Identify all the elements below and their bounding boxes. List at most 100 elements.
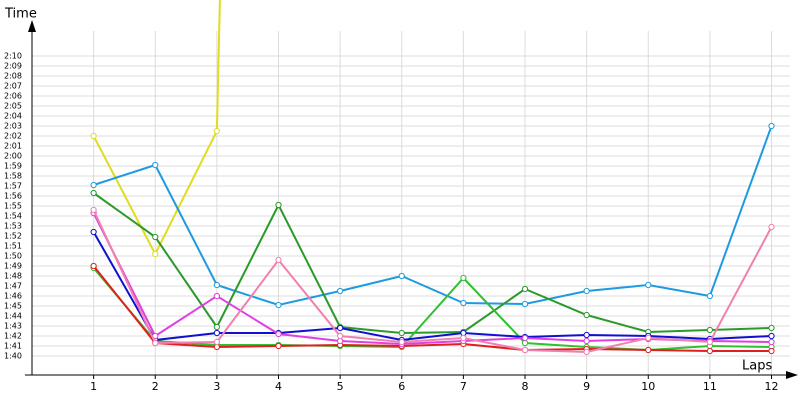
series-line <box>92 265 772 352</box>
point-marker <box>213 343 220 351</box>
y-tick-label: 2:05 <box>4 102 22 111</box>
point-marker <box>337 287 344 295</box>
y-tick-label: 1:43 <box>4 322 22 331</box>
x-tick-label: 5 <box>337 380 344 393</box>
point-marker <box>275 201 282 209</box>
point-marker <box>90 206 97 214</box>
y-tick-label: 1:41 <box>4 342 22 351</box>
point-marker <box>768 122 775 130</box>
point-marker <box>337 332 344 340</box>
point-marker <box>213 323 220 331</box>
y-tick-label: 1:58 <box>4 172 22 181</box>
point-marker <box>706 326 713 334</box>
y-tick-label: 1:59 <box>4 162 22 171</box>
series-line <box>92 209 773 354</box>
y-axis-label: Time <box>4 7 37 22</box>
y-tick-label: 2:10 <box>4 52 22 61</box>
point-marker <box>90 181 97 189</box>
point-marker <box>460 299 467 307</box>
point-marker <box>460 334 467 342</box>
point-marker <box>337 337 344 345</box>
point-marker <box>706 338 713 346</box>
point-marker <box>152 250 159 258</box>
y-tick-label: 2:08 <box>4 72 22 81</box>
y-tick-label: 2:00 <box>4 152 22 161</box>
x-tick-label: 4 <box>275 380 282 393</box>
point-marker <box>460 274 467 282</box>
y-tick-label: 1:40 <box>4 352 22 361</box>
point-marker <box>90 228 97 236</box>
point-marker <box>213 329 220 337</box>
point-marker <box>152 339 159 347</box>
point-marker <box>645 346 652 354</box>
point-marker <box>398 338 405 346</box>
y-tick-label: 2:04 <box>4 112 22 121</box>
point-marker <box>521 285 529 293</box>
point-marker <box>521 339 529 347</box>
point-marker <box>768 332 775 340</box>
point-marker <box>645 334 652 342</box>
y-tick-label: 1:49 <box>4 262 22 271</box>
point-marker <box>521 346 529 354</box>
x-tick-label: 6 <box>398 380 405 393</box>
point-marker <box>213 281 220 289</box>
y-tick-label: 1:51 <box>4 242 22 251</box>
point-marker <box>152 161 159 169</box>
point-marker <box>583 331 590 339</box>
y-tick-label: 2:02 <box>4 132 22 141</box>
x-tick-label: 7 <box>460 380 467 393</box>
point-marker <box>213 338 220 346</box>
y-tick-label: 1:52 <box>4 232 22 241</box>
series-line <box>92 0 221 257</box>
point-marker <box>521 334 529 342</box>
x-axis-arrow <box>786 371 798 379</box>
point-marker <box>90 262 97 270</box>
y-tick-label: 1:56 <box>4 192 22 201</box>
point-marker <box>460 329 467 337</box>
y-tick-label: 1:54 <box>4 212 22 221</box>
point-marker <box>768 338 775 346</box>
x-tick-label: 10 <box>641 380 655 393</box>
point-marker <box>768 223 775 231</box>
point-marker <box>521 300 529 308</box>
series-line <box>93 192 772 335</box>
y-tick-label: 1:50 <box>4 252 22 261</box>
y-tick-label: 1:47 <box>4 282 22 291</box>
y-tick-label: 2:07 <box>4 82 22 91</box>
point-marker <box>706 347 713 355</box>
x-tick-label: 11 <box>703 380 717 393</box>
x-tick-label: 9 <box>583 380 590 393</box>
y-tick-label: 1:55 <box>4 202 22 211</box>
y-tick-label: 1:53 <box>4 222 22 231</box>
y-tick-label: 2:03 <box>4 122 22 131</box>
x-tick-label: 12 <box>765 380 779 393</box>
y-axis-arrow <box>28 20 36 32</box>
point-marker <box>768 347 775 355</box>
x-tick-label: 1 <box>90 380 97 393</box>
series-line <box>92 212 772 346</box>
point-marker <box>706 292 713 300</box>
y-tick-label: 1:46 <box>4 292 22 301</box>
point-marker <box>645 281 652 289</box>
y-tick-label: 1:48 <box>4 272 22 281</box>
point-marker <box>213 292 220 300</box>
point-marker <box>398 272 405 280</box>
y-tick-label: 1:42 <box>4 332 22 341</box>
point-marker <box>768 324 775 332</box>
point-marker <box>152 233 159 241</box>
series-line <box>92 231 772 342</box>
point-marker <box>583 337 590 345</box>
point-marker <box>275 301 282 309</box>
point-marker <box>398 329 405 337</box>
point-marker <box>90 132 97 140</box>
point-marker <box>583 287 590 295</box>
y-tick-label: 1:44 <box>4 312 22 321</box>
series-line <box>93 125 773 307</box>
point-marker <box>583 311 590 319</box>
point-marker <box>275 342 282 350</box>
y-tick-label: 2:01 <box>4 142 22 151</box>
point-marker <box>275 256 282 264</box>
point-marker <box>337 324 344 332</box>
point-marker <box>90 189 97 197</box>
